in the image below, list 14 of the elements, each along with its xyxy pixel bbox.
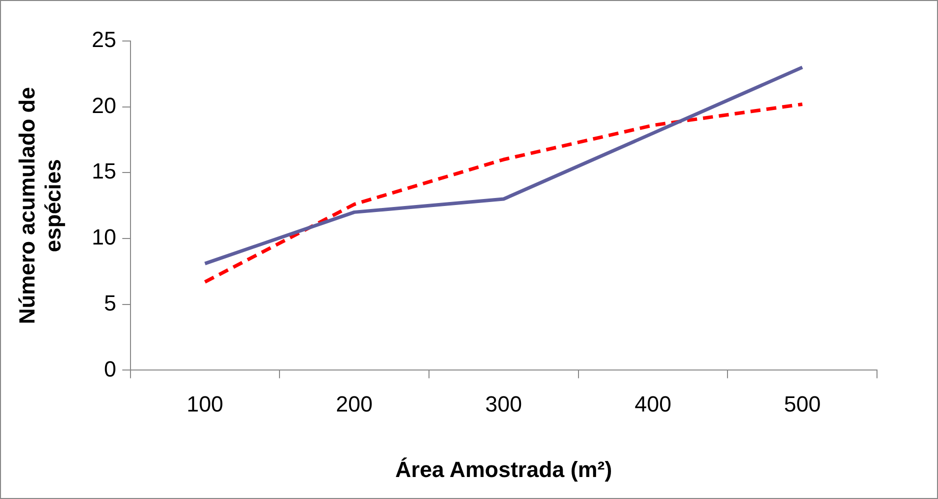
x-tick-label: 200 (336, 391, 373, 416)
x-tick-label: 500 (784, 391, 821, 416)
line-series (203, 102, 804, 284)
y-tick-label: 0 (104, 356, 116, 382)
y-tick-label: 20 (92, 92, 116, 118)
y-tick-label: 15 (92, 158, 116, 184)
x-tick-label: 300 (485, 391, 522, 416)
x-axis-title: Área Amostrada (m²) (395, 456, 612, 482)
x-tick-label: 400 (634, 391, 672, 416)
y-tick-label: 10 (92, 224, 116, 250)
y-tick-label: 5 (104, 290, 116, 316)
y-axis-title: Número acumulado de espécies (14, 87, 66, 324)
x-tick-label: 100 (186, 391, 224, 416)
y-tick-label: 25 (92, 27, 116, 52)
